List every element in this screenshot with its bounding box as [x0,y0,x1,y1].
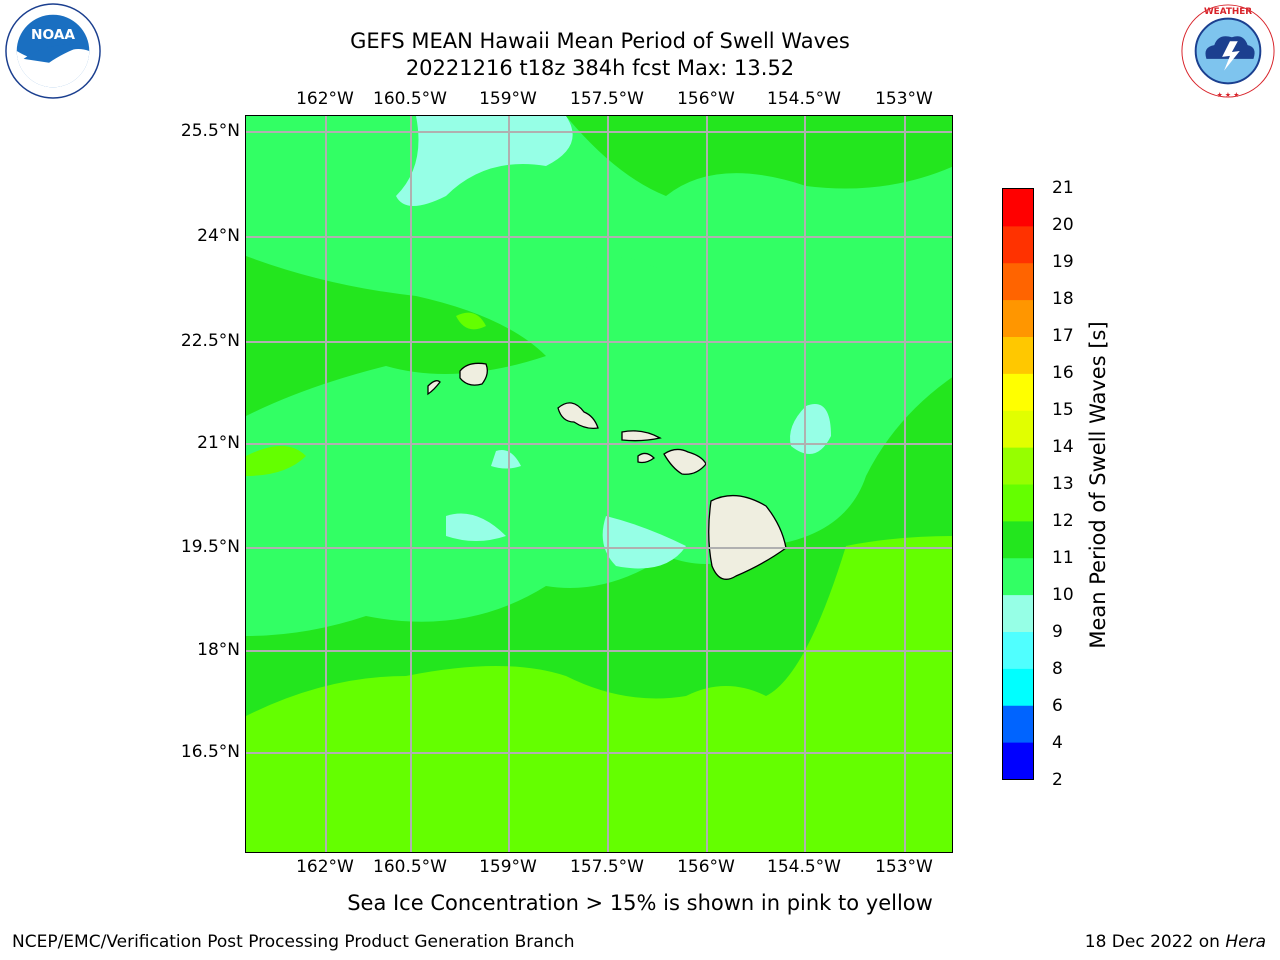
colorbar-tick-label: 8 [1052,659,1063,679]
colorbar-band [1003,447,1033,485]
colorbar-band [1003,262,1033,301]
colorbar-tick-label: 12 [1052,511,1074,531]
lat-label-left: 18°N [197,640,240,660]
lat-label-right: 22.5°N [959,331,1001,351]
field-11-12s-north [566,116,952,196]
colorbar-tick-label: 6 [1052,696,1063,716]
colorbar-band [1003,189,1033,227]
lat-label-right: 18°N [959,640,1001,660]
lon-label-bottom: 156°W [677,857,735,877]
island-hawaii [708,494,787,580]
footer-credit: NCEP/EMC/Verification Post Processing Pr… [12,932,575,952]
map-gridlines [246,116,952,852]
field-9-10s-central [602,516,686,569]
colorbar-band [1003,484,1033,522]
lon-label-top: 156°W [677,89,735,109]
lon-label-bottom: 162°W [296,857,354,877]
sea-ice-note: Sea Ice Concentration > 15% is shown in … [347,891,933,915]
lat-label-left: 24°N [197,226,240,246]
colorbar-band [1003,557,1033,596]
colorbar-band [1003,299,1033,337]
lat-label-left: 22.5°N [180,331,240,351]
lat-label-right: 21°N [959,433,1001,453]
lat-label-left: 16.5°N [180,742,240,762]
colorbar-tick-label: 2 [1052,770,1063,790]
lon-label-top: 162°W [296,89,354,109]
island-oahu [557,402,599,430]
chart-subtitle: 20221216 t18z 384h fcst Max: 13.52 [405,56,795,80]
colorbar-band [1003,373,1033,411]
colorbar-band [1003,594,1033,632]
lon-label-bottom: 160.5°W [373,857,447,877]
colorbar-band [1003,225,1033,264]
svg-text:★ ★ ★: ★ ★ ★ [1217,91,1240,99]
colorbar-tick-label: 13 [1052,474,1074,494]
lat-label-right: 19.5°N [959,537,1001,557]
field-9-10s-east [790,404,831,454]
colorbar-tick-label: 4 [1052,733,1063,753]
colorbar-tick-label: 21 [1052,178,1074,198]
swell-period-map [246,116,952,852]
colorbar-tick-label: 9 [1052,622,1063,642]
chart-title: GEFS MEAN Hawaii Mean Period of Swell Wa… [350,29,850,53]
colorbar-band [1003,520,1033,559]
footer-date-text: 18 Dec 2022 on [1084,932,1226,952]
lat-label-right: 24°N [959,226,1001,246]
colorbar-band [1003,705,1033,743]
nws-logo: WEATHER ★ ★ ★ [1181,4,1275,99]
lon-label-top: 157.5°W [570,89,644,109]
island-molokai [621,430,662,442]
colorbar-tick-label: 15 [1052,400,1074,420]
colorbar-band [1003,742,1033,779]
colorbar-tick-label: 14 [1052,437,1074,457]
island-kauai [459,362,488,386]
colorbar-tick-label: 18 [1052,289,1074,309]
map-panel [245,115,953,853]
lon-label-top: 159°W [479,89,537,109]
colorbar-tick-label: 16 [1052,363,1074,383]
colorbar-band [1003,631,1033,669]
lon-label-top: 154.5°W [767,89,841,109]
lon-label-bottom: 153°W [875,857,933,877]
island-niihau [427,380,441,396]
noaa-logo-text: NOAA [31,27,75,43]
lat-label-left: 21°N [197,433,240,453]
colorbar-band [1003,336,1033,374]
colorbar-tick-label: 19 [1052,252,1074,272]
colorbar-title: Mean Period of Swell Waves [s] [1086,321,1110,649]
footer-host: Hera [1225,932,1266,952]
field-11-12s-west [246,256,546,416]
colorbar [1002,188,1034,780]
lat-label-left: 19.5°N [180,537,240,557]
island-lanai [637,452,655,464]
colorbar-tick-label: 10 [1052,585,1074,605]
footer-date: 18 Dec 2022 on Hera [1085,932,1266,952]
lon-label-bottom: 157.5°W [570,857,644,877]
colorbar-tick-label: 17 [1052,326,1074,346]
colorbar-tick-label: 20 [1052,215,1074,235]
lon-label-top: 160.5°W [373,89,447,109]
field-12-13s-south [246,536,952,852]
field-9-10s-north [396,116,573,206]
lat-label-left: 25.5°N [180,121,240,141]
lon-label-top: 153°W [875,89,933,109]
colorbar-band [1003,668,1033,706]
colorbar-band [1003,410,1033,448]
lon-label-bottom: 159°W [479,857,537,877]
lat-label-right: 25.5°N [959,121,1019,141]
lat-label-right: 16.5°N [959,742,1001,762]
svg-text:WEATHER: WEATHER [1204,7,1252,17]
noaa-logo: NOAA [5,3,101,99]
colorbar-tick-label: 11 [1052,548,1074,568]
lon-label-bottom: 154.5°W [767,857,841,877]
